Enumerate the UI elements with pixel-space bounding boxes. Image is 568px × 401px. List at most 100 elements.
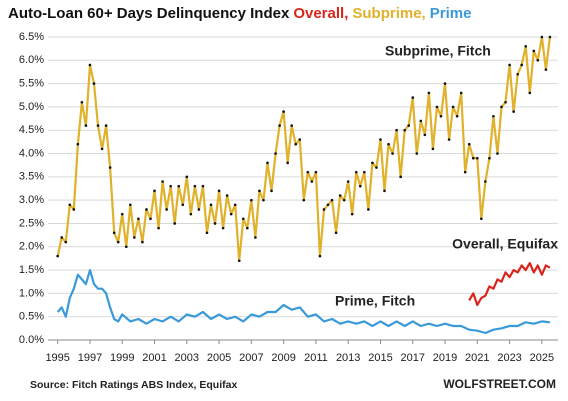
data-point [480,217,483,221]
data-point [177,184,181,188]
y-tick-label: 5.0% [19,101,44,113]
data-point [350,212,354,216]
data-point [225,194,229,197]
data-point [342,198,346,202]
data-point [104,124,108,127]
data-point [314,170,318,174]
data-point [76,142,80,146]
data-point [72,208,76,211]
data-point [112,231,116,235]
data-point [500,105,503,109]
data-point [169,184,172,188]
data-point [375,166,378,169]
credit: WOLFSTREET.COM [443,377,556,391]
data-point [391,152,394,155]
data-point [181,203,185,207]
data-point [217,189,221,193]
x-tick-label: 2007 [239,352,263,364]
y-tick-label: 6.0% [19,54,44,66]
x-tick-label: 1999 [110,352,134,364]
data-point [322,208,326,211]
data-point [173,222,176,225]
data-point [306,170,310,174]
data-point [516,72,519,76]
data-point [100,147,104,151]
data-point [286,161,289,165]
data-point [294,142,298,146]
data-point [423,133,427,137]
data-point [379,138,382,141]
data-point [84,124,88,127]
title-part: Prime [430,5,472,22]
data-point [254,236,257,239]
x-tick-label: 2003 [175,352,199,364]
data-point [250,198,253,202]
data-point [129,203,132,207]
x-tick-label: 1997 [78,352,102,364]
data-point [201,184,205,188]
x-tick-label: 2001 [142,352,166,364]
data-point [528,91,532,95]
data-point [346,180,350,183]
data-point [439,114,443,118]
data-point [116,240,120,244]
data-point [197,208,201,211]
title-part: Subprime, [352,5,425,22]
data-point [88,63,92,67]
data-point [403,128,406,132]
data-point [488,156,491,160]
series-line [56,269,551,335]
data-point [467,142,471,146]
series-line [56,35,551,262]
data-point [544,68,548,71]
data-point [476,156,479,160]
data-point [241,217,245,221]
y-tick-label: 6.5% [19,31,44,43]
data-point [447,138,451,141]
x-tick-label: 2015 [368,352,392,364]
data-point [443,82,447,85]
data-point [262,198,265,202]
data-point [407,124,411,127]
data-point [383,189,386,193]
data-point [149,217,152,221]
data-point [367,208,370,211]
data-point [229,212,233,216]
chart-title: Auto-Loan 60+ Days Delinquency Index Over… [8,5,471,22]
data-point [451,105,455,109]
source: Source: Fitch Ratings ABS Index, Equifax [30,379,237,391]
data-point [524,45,528,48]
data-point [548,35,552,39]
data-point [92,82,96,85]
data-point [463,170,467,174]
data-point [508,63,511,67]
data-point [153,189,156,193]
data-point [60,236,64,239]
data-point [395,128,398,132]
data-point [326,203,330,207]
x-tick-label: 2025 [530,352,554,364]
y-tick-label: 0.0% [19,334,44,346]
x-tick-label: 2021 [465,352,489,364]
data-point [213,222,217,225]
data-point [120,212,124,216]
data-point [354,170,358,174]
y-tick-label: 3.5% [19,171,44,183]
data-point [68,203,72,207]
data-point [520,63,523,67]
series-label: Subprime, Fitch [385,43,491,59]
data-point [334,231,338,235]
data-point [363,170,366,174]
data-point [64,240,68,244]
data-point [459,91,463,95]
data-point [161,180,164,183]
y-tick-label: 4.0% [19,147,44,159]
data-point [246,226,249,230]
data-point [302,198,306,202]
title-part: Auto-Loan 60+ Days Delinquency Index [8,5,290,22]
data-point [399,175,402,179]
data-point [298,138,302,141]
data-point [338,194,342,197]
data-point [221,226,225,230]
